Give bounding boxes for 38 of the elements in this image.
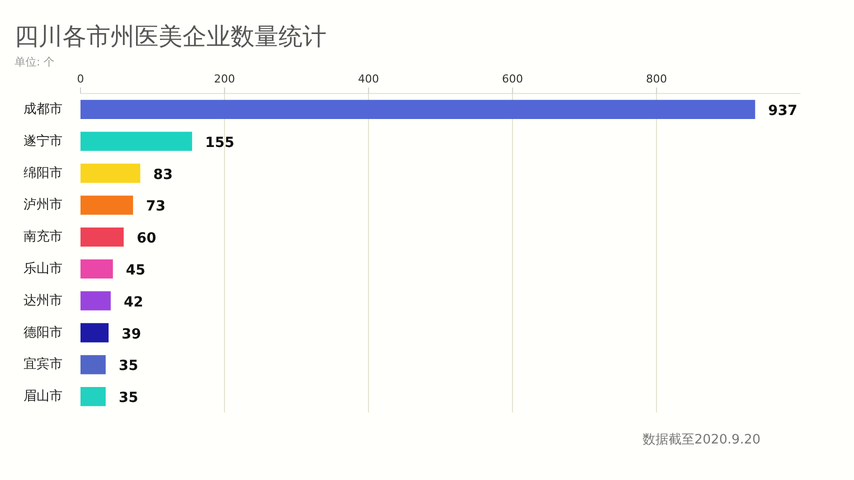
data-label: 45 xyxy=(126,262,146,278)
bar xyxy=(80,196,134,215)
data-label: 155 xyxy=(205,134,234,151)
chart-title: 四川各市州医美企业数量统计 xyxy=(14,22,326,50)
text: 数据截至2020.9.20 xyxy=(642,432,761,448)
bar xyxy=(80,355,106,374)
y-tick-label: 成都市 xyxy=(24,102,62,117)
bar xyxy=(80,323,109,342)
bar xyxy=(80,132,192,151)
data-label: 83 xyxy=(153,166,173,183)
data-label: 937 xyxy=(768,102,798,119)
chart-subtitle: 单位: 个 xyxy=(14,56,55,68)
data-label: 39 xyxy=(122,326,142,342)
x-tick-label: 800 xyxy=(646,72,667,86)
data-label: 73 xyxy=(146,198,166,215)
y-tick-label: 绵阳市 xyxy=(24,166,62,181)
x-tick-label: 600 xyxy=(502,72,523,86)
y-tick-label: 德阳市 xyxy=(24,325,62,340)
bar xyxy=(80,100,756,120)
data-label: 60 xyxy=(136,230,156,247)
y-tick-label: 达州市 xyxy=(24,293,62,308)
y-tick-label: 宜宾市 xyxy=(24,356,62,372)
x-tick-label: 0 xyxy=(77,72,84,86)
bar xyxy=(80,291,111,310)
data-label: 42 xyxy=(124,294,144,310)
data-label: 35 xyxy=(118,358,138,374)
x-tick-label: 200 xyxy=(214,72,235,86)
bar xyxy=(80,164,140,183)
bar xyxy=(80,227,124,247)
y-tick-label: 眉山市 xyxy=(24,389,62,404)
y-tick-label: 泸州市 xyxy=(24,198,62,213)
x-tick-label: 400 xyxy=(358,72,379,86)
y-tick-label: 南充市 xyxy=(24,230,62,245)
y-tick-label: 乐山市 xyxy=(24,261,62,276)
y-tick-label: 遂宁市 xyxy=(24,132,62,149)
bar xyxy=(80,386,106,406)
bar xyxy=(80,259,113,279)
data-label: 35 xyxy=(118,390,138,406)
